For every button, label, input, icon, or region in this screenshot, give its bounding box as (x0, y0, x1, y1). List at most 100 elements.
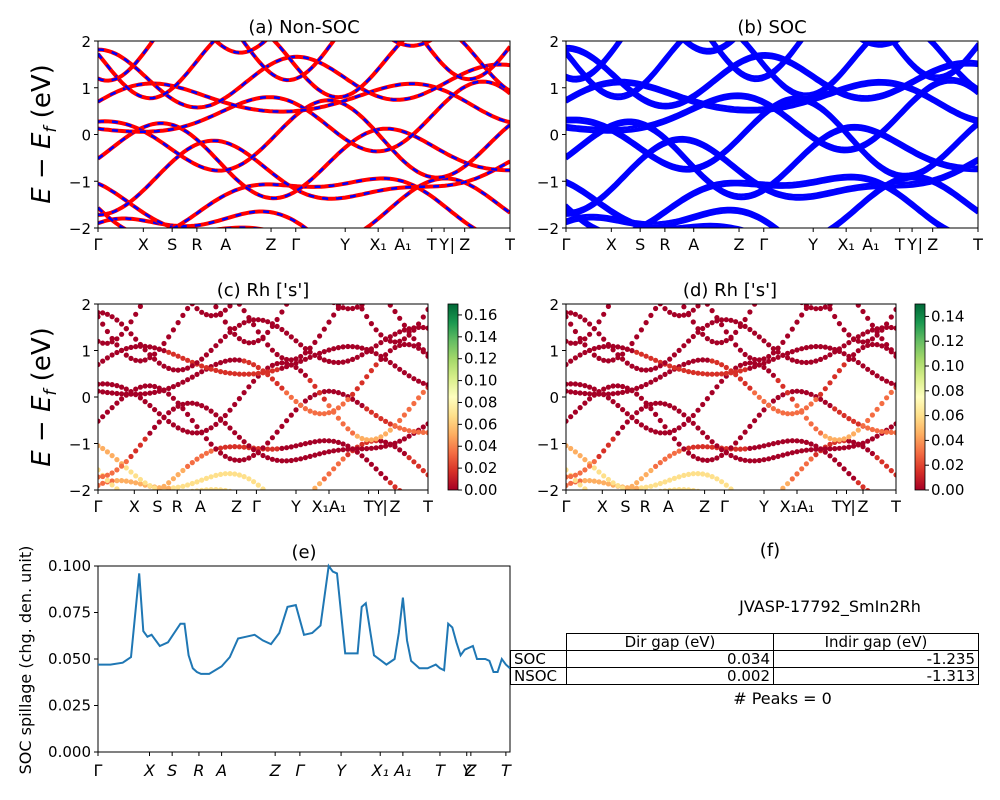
projection-dot (142, 480, 148, 486)
projection-dot (354, 354, 360, 360)
projection-dot (98, 467, 101, 473)
xtick-label: T (972, 235, 983, 254)
projection-dot (884, 395, 890, 401)
projection-dot (156, 360, 162, 366)
projection-dot (855, 338, 861, 344)
projection-dot (350, 344, 356, 350)
projection-dot (601, 473, 607, 479)
ytick-label: 2 (81, 33, 91, 51)
projection-dot (142, 357, 148, 363)
projection-dot (785, 411, 791, 417)
projection-dot (638, 485, 644, 490)
projection-dot (104, 389, 110, 396)
projection-dot (401, 336, 407, 342)
projection-dot (241, 308, 247, 314)
projection-dot (888, 380, 894, 386)
projection-dot (756, 362, 762, 368)
projection-dot (587, 331, 593, 337)
xtick-label: T (890, 497, 901, 516)
xtick-label: X₁ (369, 235, 386, 254)
projection-dot (114, 383, 120, 389)
projection-dot (189, 430, 195, 436)
projection-dot (317, 481, 323, 487)
projection-dot (709, 358, 715, 364)
projection-dot (180, 467, 186, 474)
projection-dot (194, 430, 200, 436)
projection-dot (402, 491, 407, 496)
projection-dot (841, 445, 847, 451)
projection-dot (709, 457, 715, 463)
colorbar-tick-label: 0.06 (464, 415, 497, 433)
projection-dot (302, 350, 308, 356)
projection-dot (785, 481, 791, 487)
projection-dot (577, 470, 583, 476)
projection-dot (185, 357, 191, 363)
projection-dot (392, 440, 398, 446)
projection-dot (284, 330, 290, 336)
projection-dot (387, 304, 393, 308)
projection-dot (662, 371, 668, 377)
projection-dot (383, 439, 389, 445)
projection-dot (785, 390, 791, 396)
projection-dot (643, 367, 649, 373)
projection-dot (227, 471, 233, 477)
projection-dot (638, 406, 645, 412)
projection-dot (629, 387, 635, 393)
projection-dot (714, 443, 720, 449)
projection-dot (123, 465, 129, 471)
projection-dot (587, 391, 593, 397)
projection-dot (643, 425, 649, 431)
panel-d-dots (566, 304, 896, 490)
projection-dot (236, 304, 242, 307)
projection-dot (137, 481, 143, 487)
projection-dot (766, 353, 772, 360)
projection-dot (634, 418, 640, 425)
projection-dot (789, 357, 795, 363)
projection-dot (893, 430, 896, 436)
xtick-label: A₁ (394, 235, 411, 254)
projection-dot (189, 460, 195, 466)
projection-dot (566, 418, 569, 424)
projection-dot (704, 336, 711, 342)
projection-dot (213, 304, 219, 310)
band-line-soc-split (566, 41, 978, 79)
projection-dot (714, 371, 720, 377)
projection-dot (695, 370, 701, 376)
projection-dot (681, 367, 687, 373)
projection-dot (869, 327, 876, 333)
projection-dot (194, 479, 200, 485)
projection-dot (246, 443, 252, 449)
projection-dot (855, 359, 861, 366)
colorbar-tick-label: 0.04 (931, 431, 964, 449)
projection-dot (761, 457, 767, 463)
projection-dot (213, 361, 219, 367)
projection-dot (208, 425, 214, 431)
projection-dot (860, 344, 866, 351)
projection-dot (874, 373, 880, 379)
projection-dot (265, 365, 271, 371)
projection-dot (610, 436, 616, 442)
projection-dot (572, 381, 579, 387)
projection-dot (596, 391, 602, 397)
projection-dot (222, 420, 228, 426)
projection-dot (406, 373, 412, 379)
projection-dot (785, 438, 791, 444)
projection-dot (879, 376, 885, 382)
projection-dot (340, 447, 346, 453)
projection-dot (671, 427, 678, 433)
projection-dot (241, 474, 247, 480)
projection-dot (605, 391, 612, 397)
projection-dot (865, 425, 871, 431)
projection-dot (416, 345, 422, 351)
projection-dot (335, 447, 341, 453)
projection-dot (383, 356, 389, 362)
xtick-label: Z (858, 497, 869, 516)
projection-dot (667, 369, 673, 375)
projection-dot (293, 443, 299, 449)
projection-dot (170, 485, 176, 490)
projection-dot (232, 457, 238, 463)
projection-dot (114, 342, 120, 348)
projection-dot (676, 487, 682, 490)
projection-dot (568, 414, 574, 420)
projection-dot (686, 338, 692, 344)
